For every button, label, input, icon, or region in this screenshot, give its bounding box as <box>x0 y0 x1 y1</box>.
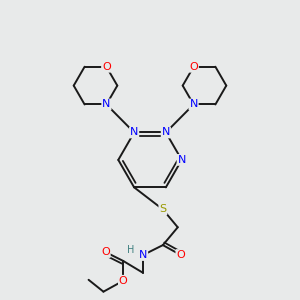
Text: N: N <box>130 128 138 137</box>
Text: N: N <box>102 100 111 110</box>
Text: O: O <box>189 62 198 72</box>
Text: O: O <box>176 250 185 260</box>
Text: O: O <box>102 62 111 72</box>
Text: N: N <box>178 155 186 165</box>
Text: N: N <box>189 100 198 110</box>
Text: O: O <box>119 276 128 286</box>
Text: H: H <box>128 245 135 255</box>
Text: N: N <box>139 250 147 260</box>
Text: N: N <box>162 128 170 137</box>
Text: O: O <box>101 247 110 257</box>
Text: S: S <box>159 204 167 214</box>
